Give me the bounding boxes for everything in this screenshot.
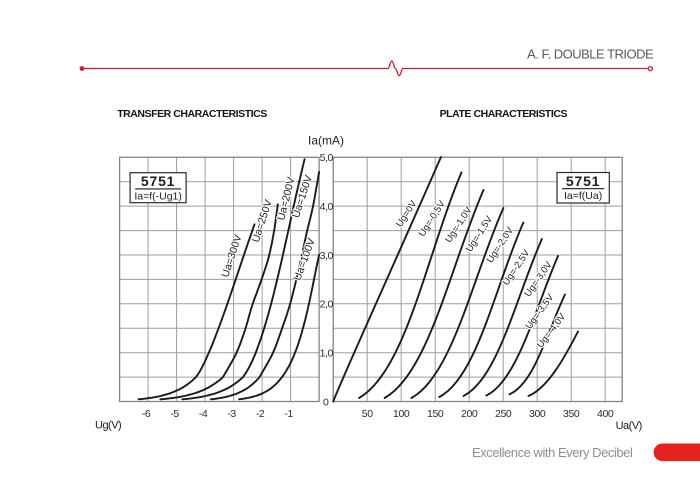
- svg-text:250: 250: [495, 408, 512, 420]
- svg-text:2,0: 2,0: [320, 299, 334, 311]
- svg-text:TRANSFER CHARACTERISTICS: TRANSFER CHARACTERISTICS: [117, 108, 267, 120]
- svg-text:-4: -4: [199, 408, 208, 420]
- svg-text:-5: -5: [170, 408, 179, 420]
- svg-text:150: 150: [427, 408, 444, 420]
- svg-text:Ia(mA): Ia(mA): [308, 133, 344, 147]
- svg-text:300: 300: [529, 408, 546, 420]
- svg-text:-1: -1: [284, 408, 293, 420]
- svg-text:5751: 5751: [566, 173, 600, 189]
- svg-text:5,0: 5,0: [320, 152, 334, 164]
- svg-text:-2: -2: [256, 408, 265, 420]
- svg-text:-3: -3: [227, 408, 236, 420]
- svg-text:PLATE CHARACTERISTICS: PLATE CHARACTERISTICS: [440, 108, 568, 120]
- svg-text:1,0: 1,0: [320, 348, 334, 360]
- svg-text:-6: -6: [142, 408, 151, 420]
- svg-text:A. F. DOUBLE TRIODE: A. F. DOUBLE TRIODE: [527, 46, 654, 61]
- svg-text:3,0: 3,0: [320, 250, 334, 262]
- svg-text:Ug(V): Ug(V): [95, 420, 121, 432]
- svg-text:5751: 5751: [141, 173, 175, 189]
- svg-text:100: 100: [393, 408, 410, 420]
- svg-text:4,0: 4,0: [320, 201, 334, 213]
- svg-text:Excellence with Every Decibel: Excellence with Every Decibel: [472, 445, 633, 460]
- svg-text:Ua=300V: Ua=300V: [219, 233, 244, 279]
- svg-text:Ia=f(-Ug1): Ia=f(-Ug1): [134, 190, 182, 202]
- svg-text:Ua=250V: Ua=250V: [250, 198, 275, 244]
- svg-text:0: 0: [323, 396, 329, 408]
- svg-text:350: 350: [563, 408, 580, 420]
- svg-text:400: 400: [597, 408, 614, 420]
- svg-text:Ua(V): Ua(V): [616, 420, 642, 432]
- svg-text:50: 50: [362, 408, 373, 420]
- svg-text:Ia=f(Ua): Ia=f(Ua): [564, 190, 602, 202]
- svg-text:200: 200: [461, 408, 478, 420]
